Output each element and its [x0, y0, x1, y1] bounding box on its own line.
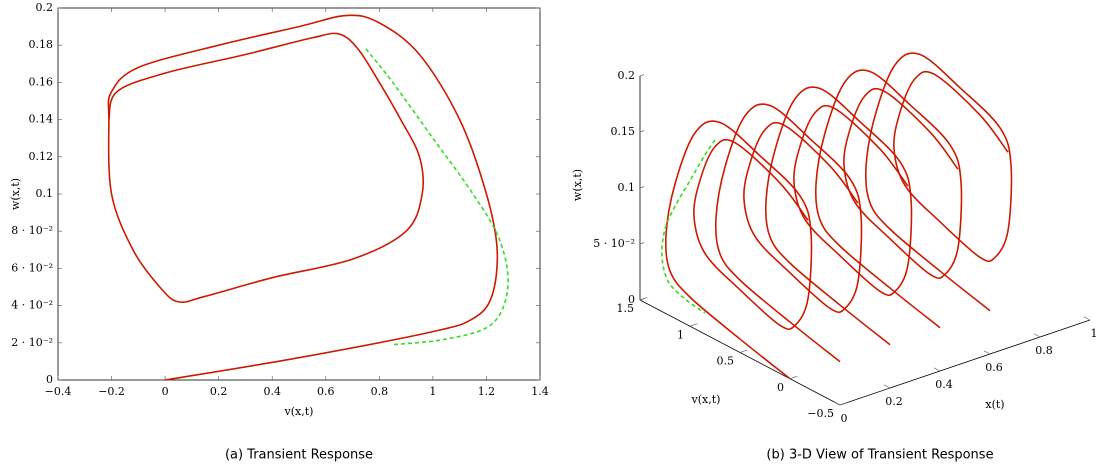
x-tick [883, 384, 891, 389]
x-tick-label: 0.6 [985, 361, 1003, 374]
z-tick-label: 0.2 [618, 69, 636, 82]
y-tick-label: 2 · 10⁻² [11, 336, 53, 349]
y-tick-label: 0 [777, 381, 784, 394]
x-tick-label: 0.2 [210, 385, 228, 398]
x-tick-label: 0.2 [885, 395, 903, 408]
y-tick [789, 375, 798, 380]
y-tick-label: 0.14 [29, 113, 54, 126]
x-tick-label: 1.2 [478, 385, 496, 398]
z-tick [639, 186, 645, 189]
x-tick-label: 0 [162, 385, 169, 398]
y-tick [689, 323, 698, 327]
series-line [864, 52, 1013, 312]
z-tick-label: 0.1 [618, 181, 636, 194]
x-tick-label: 0 [841, 412, 848, 425]
x-tick-label: −0.4 [45, 385, 72, 398]
z-tick [639, 74, 645, 77]
y-tick [739, 349, 748, 353]
z-tick [639, 298, 645, 301]
y-tick-label: 0.5 [717, 355, 735, 368]
series-line [661, 139, 716, 314]
z-tick-label: 0 [628, 293, 635, 306]
series-line [664, 120, 813, 380]
series-line [764, 86, 913, 346]
caption: (b) 3-D View of Transient Response [766, 448, 993, 463]
x-tick-label: 0.4 [935, 378, 953, 391]
y-tick-label: 0.12 [29, 150, 54, 163]
x-tick-label: 0.8 [1035, 344, 1053, 357]
z-tick-label: 0.15 [611, 125, 636, 138]
z-axis-label: w(x,t) [571, 169, 584, 201]
y-tick-label: 1 [677, 328, 684, 341]
z-tick [639, 130, 645, 133]
x-tick [833, 401, 841, 406]
y-tick-label: 1.5 [617, 302, 635, 315]
y-axis-label: w(x,t) [9, 178, 22, 210]
x-tick-label: −0.2 [98, 385, 125, 398]
z-tick-label: 5 · 10⁻² [593, 237, 635, 250]
y-tick-label: 4 · 10⁻² [11, 299, 53, 312]
x-axis-label: v(x,t) [284, 405, 314, 418]
x-tick [1033, 333, 1041, 338]
x-tick-label: 0.8 [371, 385, 389, 398]
series-line [365, 48, 509, 346]
x-tick [983, 350, 991, 355]
y-tick [839, 402, 848, 406]
x-tick-label: 0.4 [263, 385, 281, 398]
y-axis-label: v(x,t) [691, 393, 721, 406]
y-tick-label: 0 [46, 373, 53, 386]
caption: (a) Transient Response [225, 448, 373, 463]
x-tick [933, 367, 941, 372]
plot-frame [57, 7, 541, 381]
y-tick-label: 0.16 [29, 75, 54, 88]
x-tick [1083, 316, 1091, 321]
x-axis [839, 319, 1091, 406]
x-tick-label: 0.6 [317, 385, 335, 398]
series-line [814, 69, 963, 329]
y-tick-label: 0.18 [29, 38, 54, 51]
series-line [714, 103, 863, 363]
series-line [107, 14, 499, 381]
x-tick-label: 1 [429, 385, 436, 398]
y-tick-label: 0.1 [36, 187, 54, 200]
y-tick-label: 0.2 [36, 1, 54, 14]
x-tick-label: 1.4 [531, 385, 549, 398]
y-tick-label: 6 · 10⁻² [11, 261, 53, 274]
y-tick-label: 8 · 10⁻² [11, 224, 53, 237]
y-tick-label: −0.5 [807, 407, 834, 420]
x-axis-label: x(t) [985, 398, 1004, 411]
x-tick-label: 1 [1091, 327, 1098, 340]
z-tick [639, 242, 645, 245]
